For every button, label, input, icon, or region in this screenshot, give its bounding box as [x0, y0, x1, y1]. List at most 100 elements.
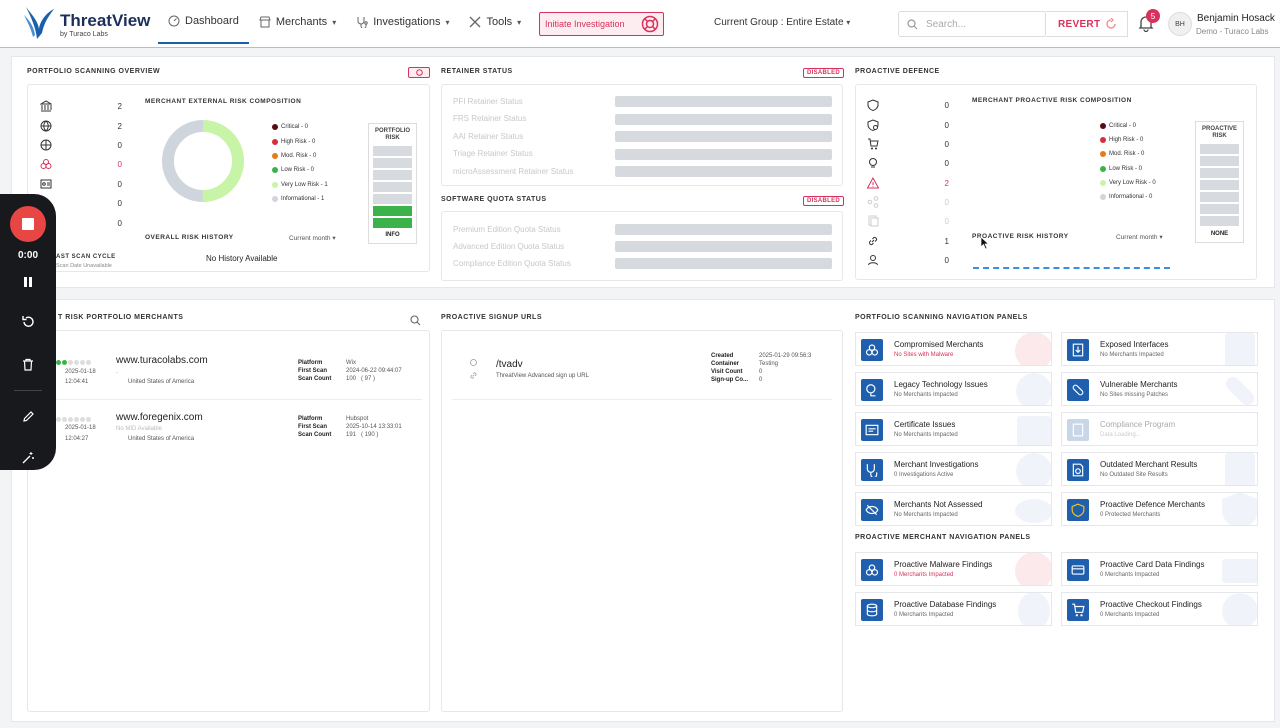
nav-panel-outdated-results[interactable]: Outdated Merchant Results No Outdated Si…	[1061, 452, 1258, 486]
draw-button[interactable]	[18, 406, 38, 426]
magic-wand-icon	[22, 452, 34, 464]
nav-panel-compromised-merchants[interactable]: Compromised Merchants No Sites with Malw…	[855, 332, 1052, 366]
legacy-watermark-icon	[1016, 373, 1051, 405]
legend-label: Critical - 0	[1109, 123, 1137, 129]
credit-card-icon	[1067, 559, 1089, 581]
link-icon	[868, 236, 878, 246]
nav-tools[interactable]: Tools ▾	[459, 0, 531, 44]
nav-panel-proactive-card-data[interactable]: Proactive Card Data Findings 0 Merchants…	[1061, 552, 1258, 586]
nav-panel-compliance-program[interactable]: Compliance Program Data Loading...	[1061, 412, 1258, 446]
bird-logo-icon	[24, 7, 54, 39]
search-icon[interactable]	[410, 315, 421, 326]
proactive-history-period-select[interactable]: Current month ▾	[1116, 233, 1163, 241]
portfolio-risk-footer: INFO	[385, 232, 400, 238]
merchant-sub: -	[116, 370, 118, 376]
risk-bar	[373, 194, 412, 204]
portfolio-overview-toggle[interactable]	[408, 67, 430, 78]
toolbar-divider	[14, 390, 42, 391]
nav-panel-title: Proactive Database Findings	[894, 600, 997, 609]
nav-panel-certificate-issues[interactable]: Certificate Issues No Merchants Impacted	[855, 412, 1052, 446]
nav-merchants[interactable]: Merchants ▾	[249, 0, 346, 44]
pause-button[interactable]	[18, 272, 38, 292]
nav-panel-sub: 0 Merchants Impacted	[894, 572, 954, 578]
merchant-row[interactable]: www.turacolabs.com - 2025-01-18 12:04:41…	[56, 350, 422, 400]
nav-panel-merchant-investigations[interactable]: Merchant Investigations 0 Investigations…	[855, 452, 1052, 486]
nav-panel-sub: No Outdated Site Results	[1100, 472, 1168, 478]
effects-button[interactable]	[18, 448, 38, 468]
nav-panel-proactive-malware[interactable]: Proactive Malware Findings 0 Merchants I…	[855, 552, 1052, 586]
merchant-row[interactable]: www.foregenix.com No MID Available 2025-…	[56, 407, 422, 457]
legend-item: Informational - 1	[272, 196, 324, 202]
created-value: 2025-01-29 09:56:3	[759, 353, 812, 359]
proactive-history-line	[973, 267, 1170, 269]
chevron-down-icon: ▾	[1159, 234, 1163, 241]
created-label: Created	[711, 353, 734, 359]
scan-count-label: Scan Count	[298, 432, 332, 438]
user-name[interactable]: Benjamin Hosack	[1197, 13, 1275, 24]
risk-bar	[1200, 180, 1239, 190]
nav-panel-not-assessed[interactable]: Merchants Not Assessed No Merchants Impa…	[855, 492, 1052, 526]
nav-panel-sub: No Merchants Impacted	[1100, 352, 1164, 358]
history-period-select[interactable]: Current month ▾	[289, 234, 336, 242]
lifebuoy-icon	[641, 15, 659, 33]
retainer-bar	[615, 131, 832, 142]
stat-value: 2	[944, 179, 949, 188]
outdated-watermark-icon	[1225, 453, 1255, 485]
stop-recording-button[interactable]	[10, 206, 46, 242]
nav-panel-title: Merchant Investigations	[894, 460, 979, 469]
nav-panel-title: Compromised Merchants	[894, 340, 984, 349]
nav-tools-label: Tools	[486, 16, 513, 28]
shield-star-icon	[1067, 499, 1089, 521]
nav-dashboard[interactable]: Dashboard	[158, 0, 249, 44]
signup-row[interactable]: /tvadv ThreatView Advanced sign up URL C…	[452, 350, 832, 400]
merchant-scan-date: 2025-01-18	[65, 425, 96, 431]
legend-item: High Risk - 0	[272, 139, 315, 145]
notification-badge: 5	[1146, 9, 1160, 23]
risk-dots	[56, 360, 91, 365]
legend-label: Informational - 0	[1109, 194, 1153, 200]
stat-value: 0	[117, 180, 122, 189]
risk-donut-chart	[162, 120, 244, 202]
pause-icon	[24, 277, 32, 287]
threatview-logo[interactable]: ThreatView by Turaco Labs	[22, 3, 162, 43]
stop-icon	[22, 218, 34, 230]
container-value: Testing	[759, 361, 779, 367]
group-selector[interactable]: Current Group : Entire Estate ▾	[714, 17, 850, 28]
nav-panel-exposed-interfaces[interactable]: Exposed Interfaces No Merchants Impacted	[1061, 332, 1258, 366]
initiate-investigation-button[interactable]: Initiate Investigation	[539, 12, 664, 36]
portfolio-overview-title: PORTFOLIO SCANNING OVERVIEW	[27, 68, 161, 75]
nav-panel-vulnerable-merchants[interactable]: Vulnerable Merchants No Sites missing Pa…	[1061, 372, 1258, 406]
stat-value: 2	[117, 122, 122, 131]
nav-panel-title: Vulnerable Merchants	[1100, 380, 1178, 389]
search-input[interactable]: Search...	[898, 11, 1046, 37]
search-icon	[907, 18, 918, 29]
merchant-site[interactable]: www.turacolabs.com	[116, 355, 208, 366]
last-scan-date: Scan Date Unavailable	[56, 263, 112, 269]
delete-button[interactable]	[18, 354, 38, 374]
restart-button[interactable]	[18, 312, 38, 332]
first-scan-value: 2024-06-22 09:44:07	[346, 368, 402, 374]
signup-path[interactable]: /tvadv	[496, 359, 523, 370]
nav-investigations[interactable]: Investigations ▾	[346, 0, 459, 44]
retainer-status-title: RETAINER STATUS	[441, 68, 513, 75]
quota-label: Compliance Edition Quota Status	[453, 259, 571, 268]
avatar[interactable]: BH	[1168, 12, 1192, 36]
merchant-site[interactable]: www.foregenix.com	[116, 412, 203, 423]
stat-value: 2	[117, 102, 122, 111]
proactive-signup-urls-title: PROACTIVE SIGNUP URLS	[441, 314, 542, 321]
legend-label: Very Low Risk - 0	[1109, 180, 1156, 186]
nav-panel-legacy-technology[interactable]: Legacy Technology Issues No Merchants Im…	[855, 372, 1052, 406]
biohazard-watermark-icon	[1015, 553, 1051, 585]
nav-panel-proactive-defence-merchants[interactable]: Proactive Defence Merchants 0 Protected …	[1061, 492, 1258, 526]
revert-button[interactable]: REVERT	[1046, 11, 1128, 37]
legend-label: Mod. Risk - 0	[1109, 151, 1145, 157]
nav-panel-proactive-checkout[interactable]: Proactive Checkout Findings 0 Merchants …	[1061, 592, 1258, 626]
stat-value: 0	[944, 101, 949, 110]
nav-panel-title: Compliance Program	[1100, 420, 1176, 429]
platform-value: Hubspot	[346, 416, 369, 422]
proactive-history-period-label: Current month	[1116, 234, 1158, 241]
quota-disabled-badge: DISABLED	[803, 196, 845, 206]
risk-dot	[68, 360, 73, 365]
nav-panel-proactive-database[interactable]: Proactive Database Findings 0 Merchants …	[855, 592, 1052, 626]
donut-very-low-slice	[162, 120, 244, 202]
